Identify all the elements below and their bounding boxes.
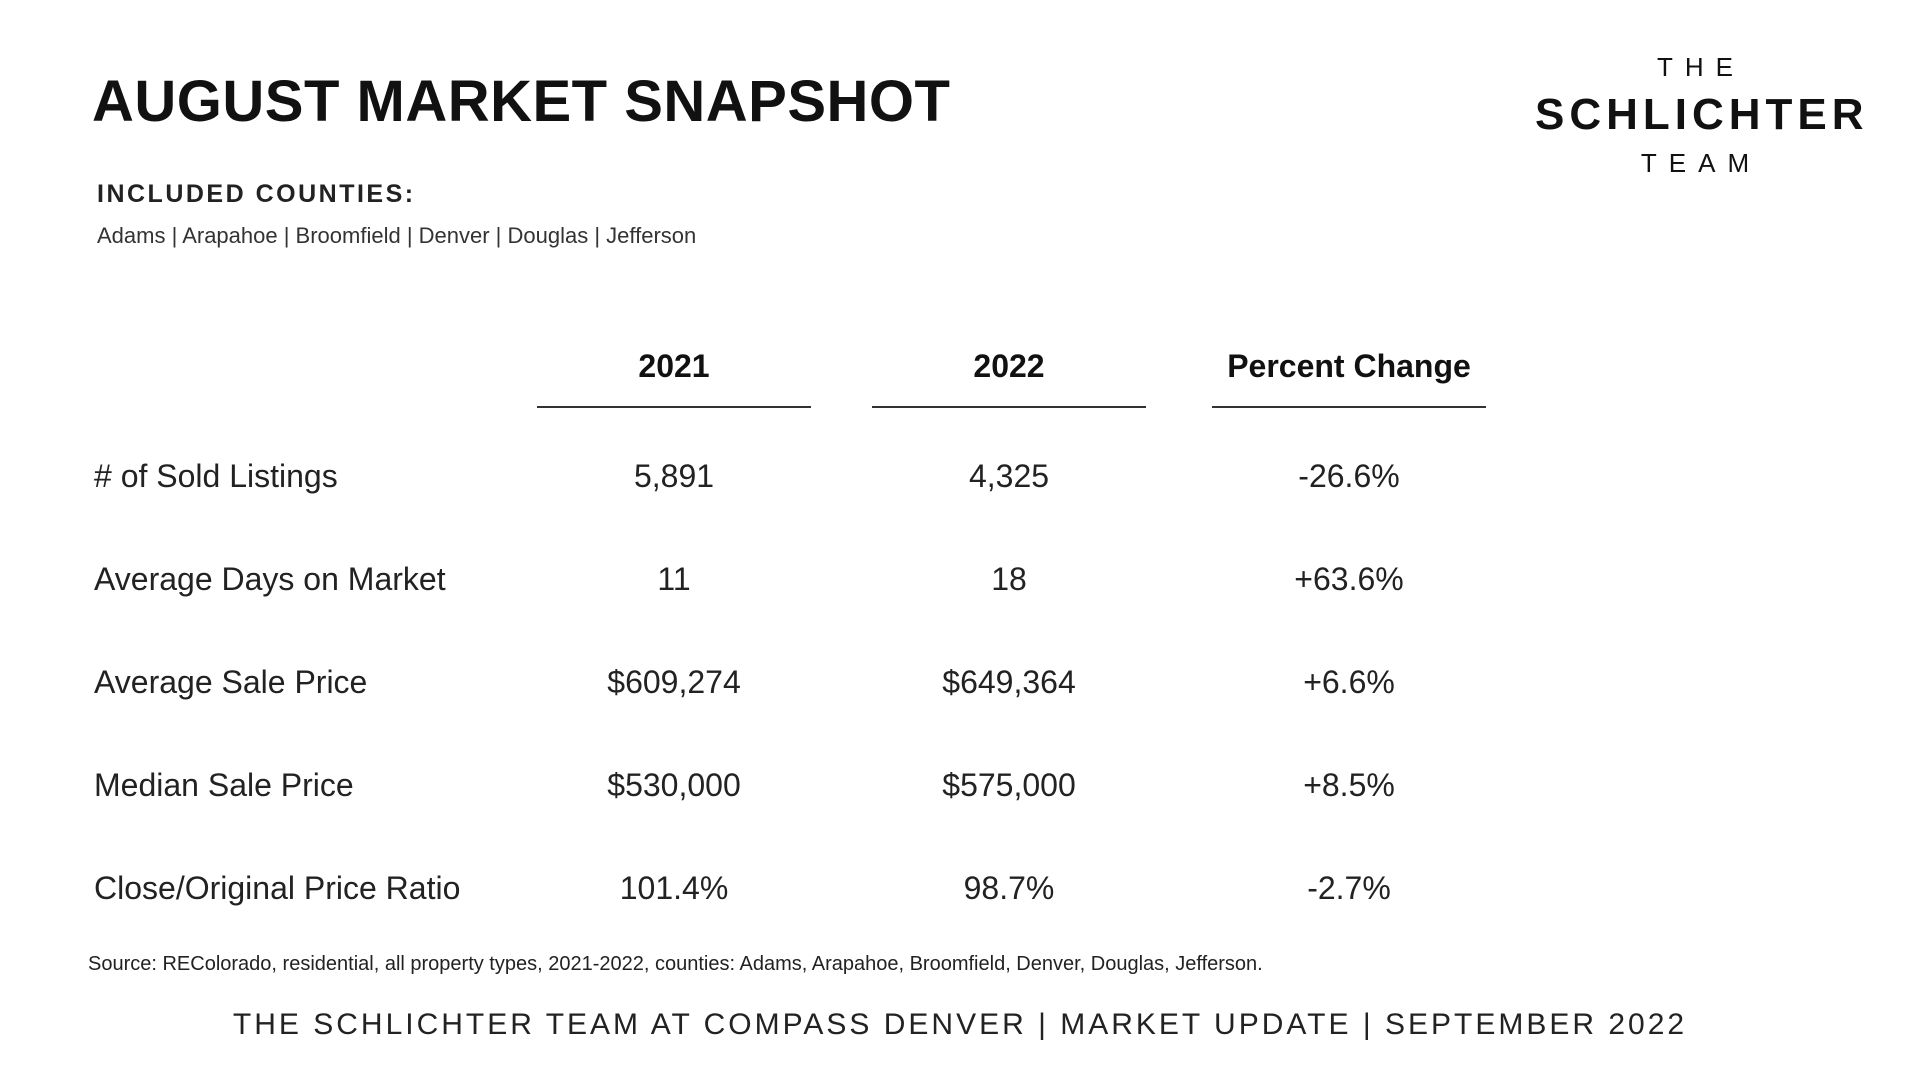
row-label: Average Sale Price — [94, 664, 368, 700]
cell-2022: $649,364 — [942, 664, 1076, 700]
logo-main-text: SCHLICHTER — [1535, 90, 1869, 139]
counties-list: Adams | Arapahoe | Broomfield | Denver |… — [97, 223, 697, 248]
logo-bottom-text: TEAM — [1640, 148, 1762, 178]
table-row-sold-listings: # of Sold Listings 5,891 4,325 -26.6% — [0, 458, 1920, 508]
cell-2021: $609,274 — [607, 664, 741, 700]
row-label: Close/Original Price Ratio — [94, 870, 461, 906]
cell-2022: 98.7% — [963, 870, 1055, 906]
cell-2021: 11 — [657, 561, 691, 597]
row-label: Median Sale Price — [94, 767, 354, 803]
source-note: Source: REColorado, residential, all pro… — [88, 953, 1263, 975]
logo-top-text: THE — [1657, 52, 1745, 82]
row-label: Average Days on Market — [94, 561, 446, 597]
cell-2021: $530,000 — [607, 767, 741, 803]
cell-percent-change: +8.5% — [1303, 767, 1395, 803]
table-row-days-on-market: Average Days on Market 11 18 +63.6% — [0, 561, 1920, 611]
column-rule-2021 — [537, 406, 811, 408]
cell-2022: 4,325 — [968, 458, 1050, 494]
table-row-price-ratio: Close/Original Price Ratio 101.4% 98.7% … — [0, 870, 1920, 920]
counties-heading: INCLUDED COUNTIES: — [97, 180, 416, 208]
cell-2022: 18 — [991, 561, 1027, 597]
page-title: AUGUST MARKET SNAPSHOT — [92, 69, 951, 134]
cell-2022: $575,000 — [942, 767, 1076, 803]
column-rule-2022 — [872, 406, 1146, 408]
column-header-2021: 2021 — [638, 348, 710, 384]
table-row-median-sale-price: Median Sale Price $530,000 $575,000 +8.5… — [0, 767, 1920, 817]
column-rule-percent-change — [1212, 406, 1486, 408]
cell-2021: 5,891 — [633, 458, 715, 494]
row-label: # of Sold Listings — [94, 458, 338, 494]
column-header-percent-change: Percent Change — [1227, 348, 1471, 384]
footer-text: THE SCHLICHTER TEAM AT COMPASS DENVER | … — [232, 1008, 1688, 1041]
table-row-average-sale-price: Average Sale Price $609,274 $649,364 +6.… — [0, 664, 1920, 714]
cell-percent-change: +63.6% — [1294, 561, 1404, 597]
team-logo: THE SCHLICHTER TEAM — [1530, 52, 1869, 178]
cell-percent-change: +6.6% — [1303, 664, 1395, 700]
cell-2021: 101.4% — [619, 870, 729, 906]
cell-percent-change: -2.7% — [1307, 870, 1391, 906]
cell-percent-change: -26.6% — [1298, 458, 1400, 494]
column-header-2022: 2022 — [973, 348, 1045, 384]
